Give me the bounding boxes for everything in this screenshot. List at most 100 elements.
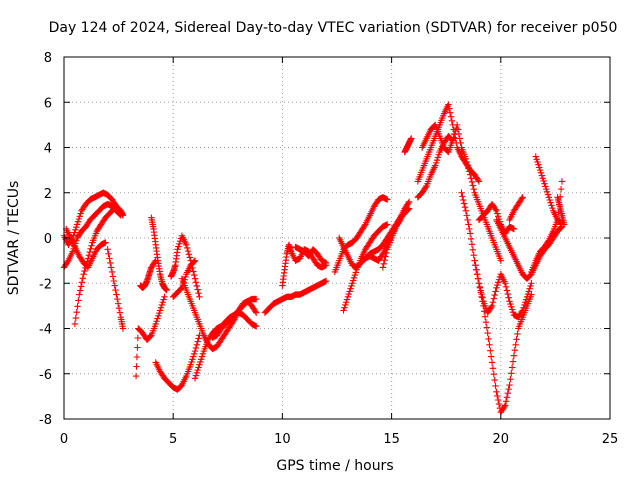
y-tick-label: -2 <box>39 277 52 292</box>
data-point <box>453 121 461 129</box>
data-point <box>190 258 198 265</box>
data-point <box>547 199 554 206</box>
data-point <box>198 353 206 360</box>
data-point <box>489 365 497 372</box>
data-point <box>493 207 500 215</box>
data-point <box>163 286 170 294</box>
data-point <box>477 287 484 294</box>
data-point <box>494 396 502 404</box>
data-point <box>194 286 201 293</box>
data-point <box>115 304 123 312</box>
data-point <box>159 299 166 306</box>
data-point <box>104 246 111 253</box>
data-point <box>475 280 483 287</box>
data-point <box>527 282 534 290</box>
data-point <box>73 221 81 228</box>
data-point <box>161 293 168 301</box>
data-point <box>343 296 351 303</box>
data-point <box>77 210 84 217</box>
data-point <box>194 338 201 345</box>
data-point <box>344 293 352 301</box>
data-point <box>507 300 514 308</box>
data-point <box>466 225 473 233</box>
data-point <box>465 165 472 172</box>
data-point <box>119 325 127 332</box>
data-point <box>197 358 204 366</box>
data-point <box>350 274 358 282</box>
data-point <box>191 275 199 282</box>
data-point <box>405 198 413 205</box>
data-point <box>74 218 82 225</box>
data-point <box>196 293 203 301</box>
data-point <box>542 183 549 190</box>
data-point <box>158 301 166 309</box>
data-point <box>193 341 200 348</box>
data-point <box>76 213 83 220</box>
y-tick-label: 4 <box>44 142 52 157</box>
data-point <box>539 175 546 182</box>
data-point <box>505 385 512 393</box>
data-point <box>463 158 470 166</box>
data-point <box>134 344 141 351</box>
data-point <box>349 277 357 284</box>
data-point <box>199 350 207 358</box>
x-tick-label: 25 <box>602 432 619 447</box>
data-point <box>481 313 489 320</box>
data-point <box>76 287 84 294</box>
data-point <box>448 136 456 144</box>
data-point <box>422 184 429 191</box>
data-point <box>473 266 480 273</box>
series-trace-ae <box>506 194 526 224</box>
data-point <box>88 242 95 249</box>
data-point <box>153 318 160 325</box>
data-point <box>456 135 463 142</box>
data-point <box>195 364 202 371</box>
data-point <box>538 172 546 179</box>
data-point <box>193 369 200 377</box>
data-point <box>107 264 115 271</box>
data-point <box>108 268 116 276</box>
data-point <box>461 204 469 211</box>
data-point <box>543 185 550 193</box>
series-trace-f <box>132 293 168 380</box>
series-trace-s <box>340 221 391 314</box>
data-point <box>518 308 525 315</box>
x-tick-label: 15 <box>383 432 400 447</box>
data-point <box>156 307 164 314</box>
data-point <box>467 235 475 243</box>
data-point <box>465 221 472 228</box>
data-point <box>190 353 197 360</box>
data-point <box>345 290 352 298</box>
data-point <box>489 299 497 306</box>
data-point <box>191 375 199 382</box>
data-point <box>191 257 199 264</box>
data-point <box>116 211 124 218</box>
data-point <box>106 255 113 262</box>
data-point <box>560 221 568 228</box>
data-point <box>72 226 79 234</box>
data-point <box>528 280 535 287</box>
data-point <box>490 295 498 302</box>
data-point <box>189 356 196 363</box>
series-trace-n <box>209 295 260 341</box>
series-trace-ah <box>554 194 568 228</box>
data-point <box>81 267 88 275</box>
data-point <box>505 294 512 301</box>
data-point <box>186 254 193 261</box>
data-point <box>475 178 483 185</box>
data-point <box>470 185 477 193</box>
series-trace-z <box>414 132 456 201</box>
data-point <box>155 312 162 320</box>
data-point <box>111 282 118 289</box>
series-trace-g <box>148 214 170 294</box>
data-point <box>156 309 163 317</box>
data-point <box>512 341 519 348</box>
data-point <box>132 372 140 380</box>
data-point <box>195 290 202 297</box>
data-point <box>491 376 498 384</box>
data-point <box>492 382 499 390</box>
series-trace-ab <box>471 257 535 321</box>
data-point <box>482 318 490 326</box>
data-point <box>322 259 330 267</box>
